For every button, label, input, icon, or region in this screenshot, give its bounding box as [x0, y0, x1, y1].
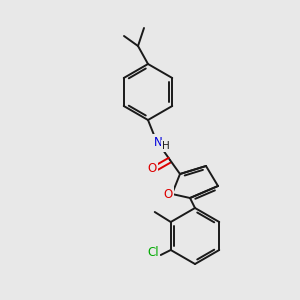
Text: N: N [154, 136, 162, 148]
Text: O: O [147, 161, 157, 175]
Text: H: H [162, 141, 170, 151]
Text: O: O [164, 188, 172, 200]
Text: Cl: Cl [147, 247, 159, 260]
